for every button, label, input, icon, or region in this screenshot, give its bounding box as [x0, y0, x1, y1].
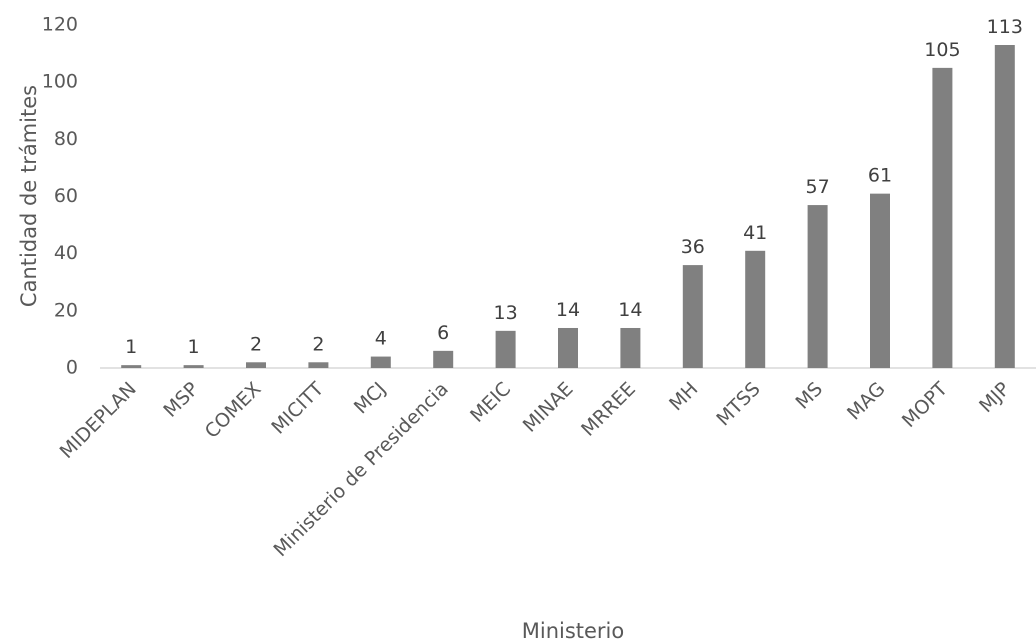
bar [495, 330, 516, 368]
data-label: 14 [618, 299, 642, 321]
bar [807, 205, 828, 368]
y-tick-label: 40 [54, 242, 78, 264]
bar [682, 265, 703, 368]
y-axis-title: Cantidad de trámites [17, 85, 41, 307]
bars [121, 45, 1015, 369]
bar [246, 362, 266, 368]
bar [870, 193, 890, 368]
bar [994, 45, 1015, 369]
data-label: 13 [494, 302, 518, 324]
y-tick-label: 100 [42, 71, 78, 93]
bar [308, 362, 329, 368]
category-label: MSP [159, 378, 203, 422]
data-label: 14 [556, 299, 580, 321]
category-label: MICITT [267, 378, 328, 439]
category-label: MJP [975, 378, 1014, 417]
bar [183, 365, 204, 368]
data-label: 4 [375, 328, 387, 350]
category-label: MAG [843, 378, 890, 425]
data-label: 36 [681, 236, 705, 258]
category-label: MIDEPLAN [56, 378, 141, 463]
data-label: 113 [987, 16, 1023, 38]
y-tick-label: 60 [54, 185, 78, 207]
bar [433, 350, 454, 368]
category-label: MTSS [712, 378, 764, 430]
y-tick-label: 0 [66, 357, 78, 379]
y-axis-ticks: 0 20 40 60 80 100 120 [42, 14, 78, 379]
data-label: 41 [743, 222, 767, 244]
category-label: MINAE [519, 378, 578, 437]
y-tick-label: 80 [54, 128, 78, 150]
bar [745, 250, 766, 368]
category-label: MEIC [466, 378, 515, 427]
data-label: 6 [437, 322, 449, 344]
data-labels: 1 1 2 2 4 6 13 14 14 36 41 57 61 105 113 [125, 16, 1023, 358]
category-label: MRREE [577, 378, 640, 441]
category-label: MCJ [350, 378, 390, 418]
data-label: 1 [188, 336, 200, 358]
data-label: 2 [250, 333, 262, 355]
category-label: MH [665, 378, 702, 415]
category-label: MS [791, 378, 827, 414]
data-label: 105 [924, 39, 960, 61]
y-tick-label: 20 [54, 299, 78, 321]
category-label: MOPT [898, 378, 952, 432]
bar [620, 327, 641, 368]
data-label: 57 [806, 176, 830, 198]
category-label: COMEX [201, 378, 266, 443]
x-axis-title: Ministerio [522, 619, 625, 643]
bar [932, 67, 953, 368]
data-label: 1 [125, 336, 137, 358]
data-label: 61 [868, 165, 892, 187]
bar [370, 356, 391, 368]
bar [121, 365, 142, 368]
y-tick-label: 120 [42, 14, 78, 36]
bar [558, 327, 578, 368]
data-label: 2 [312, 333, 324, 355]
